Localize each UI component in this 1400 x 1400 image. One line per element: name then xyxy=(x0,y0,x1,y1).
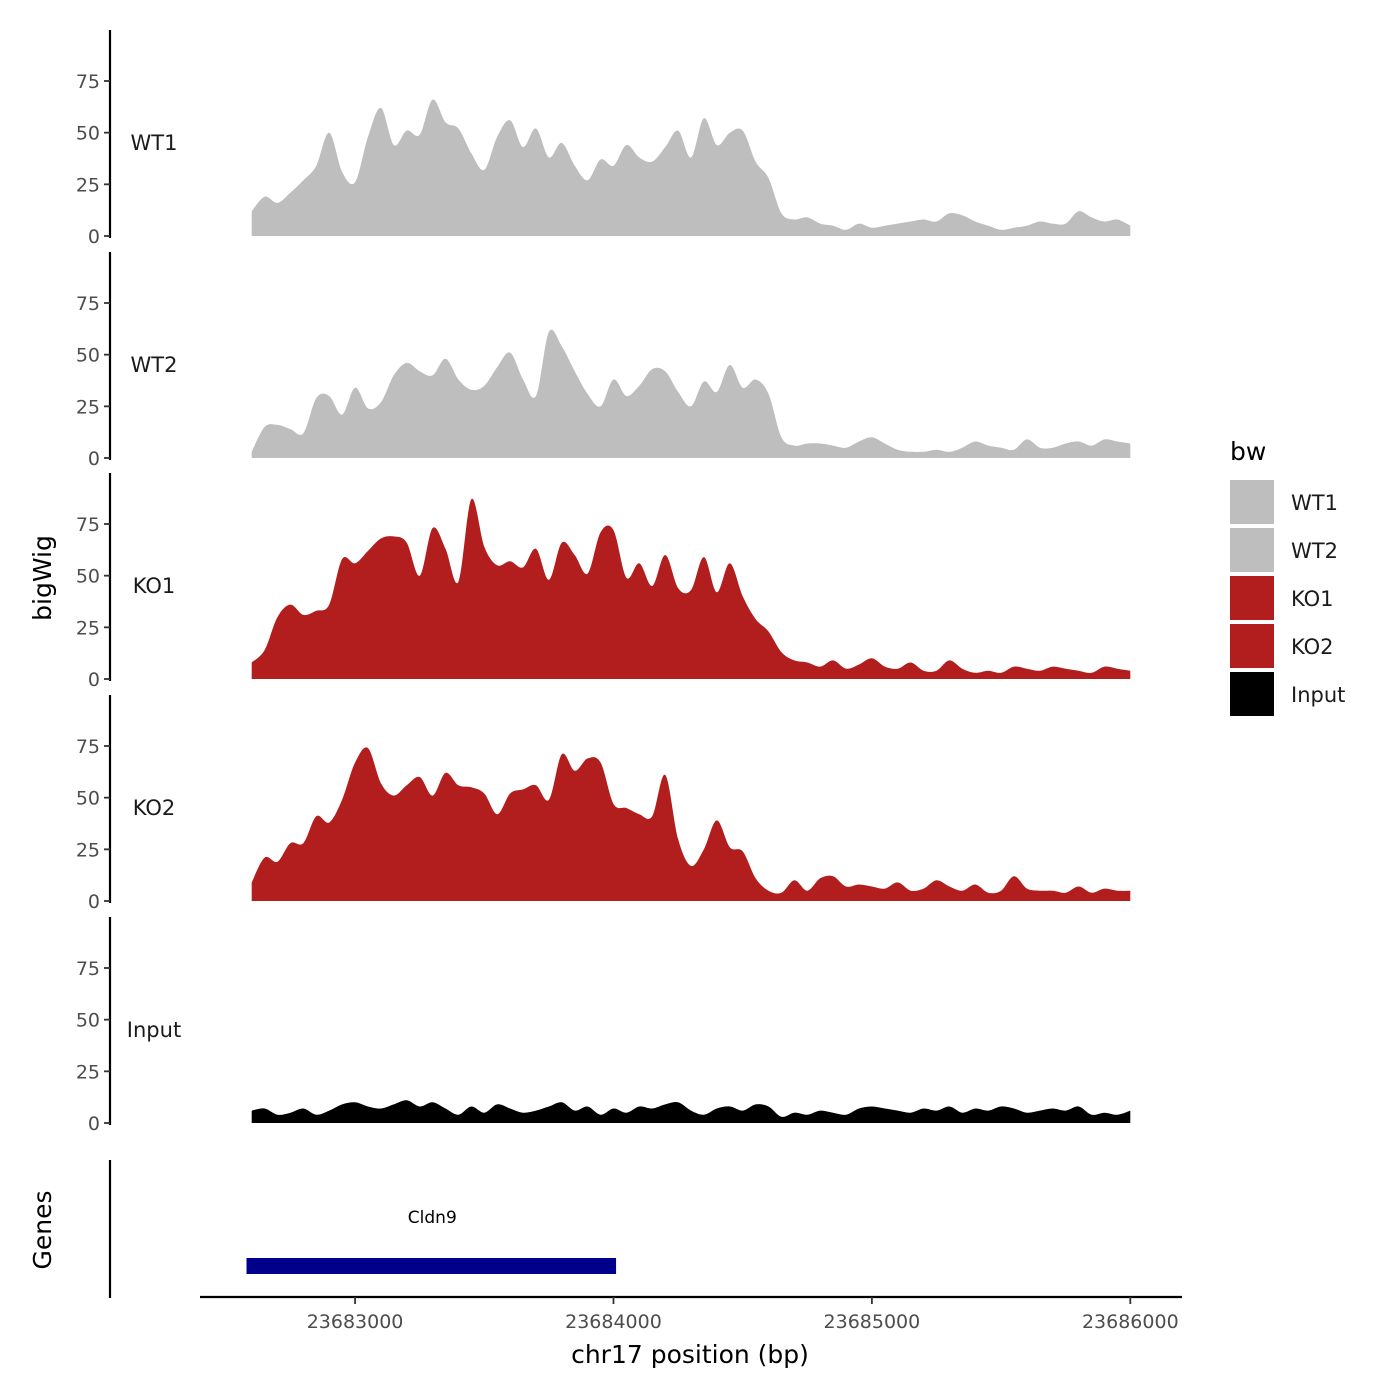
y-tick-label: 50 xyxy=(76,1010,100,1032)
y-tick-label: 75 xyxy=(76,293,100,315)
gene-bar xyxy=(246,1258,617,1274)
track-ko1: 0 25 50 75 KO1 xyxy=(76,473,1131,691)
x-tick-label: 23683000 xyxy=(307,1311,404,1333)
y-tick-label: 50 xyxy=(76,788,100,810)
y-tick-label: 25 xyxy=(76,174,100,196)
track-label: KO1 xyxy=(133,574,176,598)
legend-label-wt1: WT1 xyxy=(1291,491,1338,515)
x-tick-label: 23684000 xyxy=(565,1311,662,1333)
legend: bw WT1 WT2 KO1 KO2 Input xyxy=(1230,437,1345,716)
track-label: WT1 xyxy=(131,131,178,155)
y-tick-label: 50 xyxy=(76,123,100,145)
x-tick-label: 23686000 xyxy=(1082,1311,1179,1333)
area-ko1 xyxy=(251,498,1131,679)
track-label: Input xyxy=(127,1018,181,1042)
y-tick-label: 75 xyxy=(76,736,100,758)
x-axis-title: chr17 position (bp) xyxy=(571,1340,809,1369)
y-tick-label: 50 xyxy=(76,345,100,367)
y-tick-label: 75 xyxy=(76,71,100,93)
y-tick-label: 25 xyxy=(76,839,100,861)
legend-swatch-ko1 xyxy=(1230,576,1274,620)
legend-title: bw xyxy=(1230,437,1266,466)
legend-label-ko1: KO1 xyxy=(1291,587,1334,611)
y-tick-label: 75 xyxy=(76,958,100,980)
legend-label-ko2: KO2 xyxy=(1291,635,1334,659)
legend-label-wt2: WT2 xyxy=(1291,539,1338,563)
track-label: WT2 xyxy=(131,353,178,377)
y-tick-label: 0 xyxy=(88,448,100,470)
x-axis: 23683000 23684000 23685000 23686000 xyxy=(200,1295,1182,1333)
legend-label-input: Input xyxy=(1291,683,1345,707)
y-tick-label: 25 xyxy=(76,1061,100,1083)
area-ko2 xyxy=(251,747,1131,901)
y-tick-label: 75 xyxy=(76,514,100,536)
area-wt1 xyxy=(251,99,1131,236)
area-wt2 xyxy=(251,329,1131,458)
y-axis-title: bigWig xyxy=(28,535,57,621)
track-label: KO2 xyxy=(133,796,176,820)
y-tick-label: 0 xyxy=(88,669,100,691)
genes-axis-title: Genes xyxy=(28,1190,57,1269)
y-tick-label: 0 xyxy=(88,226,100,248)
x-tick-label: 23685000 xyxy=(824,1311,921,1333)
legend-swatch-input xyxy=(1230,672,1274,716)
genes-track: Cldn9 xyxy=(108,1160,617,1298)
y-tick-label: 50 xyxy=(76,566,100,588)
y-tick-label: 0 xyxy=(88,891,100,913)
y-tick-label: 0 xyxy=(88,1113,100,1135)
area-input xyxy=(251,1100,1131,1123)
legend-swatch-wt1 xyxy=(1230,480,1274,524)
track-input: 0 25 50 75 Input xyxy=(76,917,1131,1135)
y-tick-label: 25 xyxy=(76,396,100,418)
y-tick-label: 25 xyxy=(76,617,100,639)
gene-label: Cldn9 xyxy=(408,1208,457,1228)
track-wt2: 0 25 50 75 WT2 xyxy=(76,252,1131,470)
legend-swatch-ko2 xyxy=(1230,624,1274,668)
track-wt1: 0 25 50 75 WT1 xyxy=(76,30,1131,248)
track-ko2: 0 25 50 75 KO2 xyxy=(76,695,1131,913)
legend-swatch-wt2 xyxy=(1230,528,1274,572)
tracks: 0 25 50 75 WT1 0 25 50 75 WT2 0 25 50 75 KO1 0 25 50 75 KO2… xyxy=(76,30,1131,1135)
